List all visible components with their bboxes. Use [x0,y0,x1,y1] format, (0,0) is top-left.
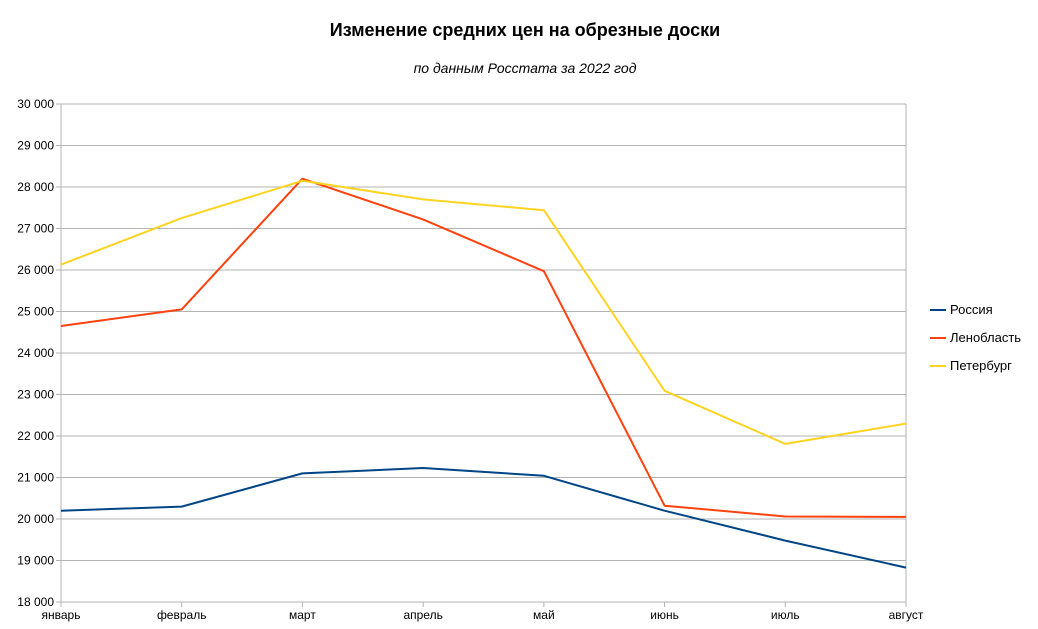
x-tick-label: июнь [650,608,679,622]
legend-label: Россия [950,302,993,317]
y-tick-label: 26 000 [17,263,54,277]
x-tick-label: июль [771,608,800,622]
x-tick-label: февраль [157,608,207,622]
y-tick-label: 29 000 [17,139,54,153]
axes [56,103,907,607]
x-tick-label: апрель [403,608,442,622]
series-line [60,179,907,445]
gridlines [61,103,906,603]
series-line [60,177,907,518]
x-tick-label: январь [42,608,81,622]
chart-subtitle: по данным Росстата за 2022 год [413,60,637,76]
x-axis-tick-labels: январь февраль март апрель май июнь июль август [42,608,924,622]
y-tick-label: 25 000 [17,305,54,319]
legend-label: Ленобласть [950,330,1021,345]
y-tick-label: 30 000 [17,97,54,111]
y-tick-label: 23 000 [17,388,54,402]
legend-label: Петербург [950,358,1012,373]
y-tick-label: 24 000 [17,346,54,360]
legend: Россия Ленобласть Петербург [930,302,1021,373]
chart-title: Изменение средних цен на обрезные доски [329,20,721,40]
y-tick-label: 20 000 [17,512,54,526]
series-lines [60,177,907,569]
y-tick-label: 21 000 [17,471,54,485]
series-line [60,467,907,569]
x-tick-label: май [533,608,555,622]
y-axis-tick-labels: 18 000 19 000 20 000 21 000 22 000 23 000 24 0… [17,97,54,609]
y-tick-label: 22 000 [17,429,54,443]
y-tick-label: 19 000 [17,554,54,568]
y-tick-label: 27 000 [17,222,54,236]
x-tick-label: март [289,608,316,622]
y-tick-label: 28 000 [17,180,54,194]
y-tick-label: 18 000 [17,595,54,609]
x-tick-label: август [889,608,924,622]
